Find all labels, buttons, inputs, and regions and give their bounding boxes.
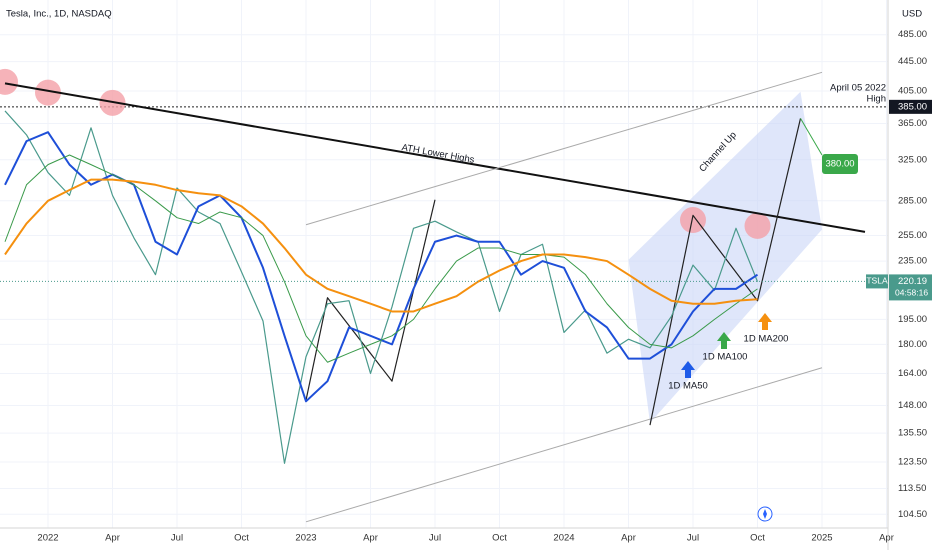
chart-title: Tesla, Inc., 1D, NASDAQ [6, 9, 112, 20]
y-tick-label: 405.00 [898, 86, 927, 97]
series-line [4, 154, 758, 363]
x-tick-label: 2024 [553, 533, 574, 544]
y-tick-label: 235.00 [898, 256, 927, 267]
y-tick-label: 123.50 [898, 457, 927, 468]
last-price-box [889, 274, 932, 301]
y-tick-label: 255.00 [898, 230, 927, 241]
x-tick-label: 2025 [811, 533, 832, 544]
x-tick-label: 2022 [37, 533, 58, 544]
y-tick-label: 113.50 [898, 483, 926, 494]
trend-line [800, 118, 823, 156]
x-tick-label: Oct [750, 533, 765, 544]
x-tick-label: Jul [687, 533, 699, 544]
arrow [758, 313, 772, 330]
annotation: 1D MA200 [744, 334, 789, 345]
x-tick-label: Apr [363, 533, 378, 544]
y-tick-label: 285.00 [898, 195, 927, 206]
annotation: High [866, 94, 886, 105]
trend-line [305, 367, 823, 523]
price-label-box [889, 99, 932, 114]
arrow [681, 361, 695, 378]
trend-line [4, 82, 866, 233]
y-tick-label: 325.00 [898, 154, 927, 165]
grid [0, 0, 888, 528]
high-marker [35, 79, 61, 106]
info-icon-glyph [763, 509, 767, 519]
plot-area [0, 68, 888, 523]
x-tick-label: 2023 [295, 533, 316, 544]
annotation: 1D MA100 [703, 352, 748, 363]
annotation: 1D MA50 [668, 381, 708, 392]
target-box [822, 154, 858, 174]
x-tick-label: Apr [879, 533, 894, 544]
symbol-label: TSLA [866, 276, 888, 286]
symbol-box [866, 274, 888, 289]
high-marker [680, 207, 706, 234]
annotation: April 05 2022 [830, 83, 886, 94]
y-tick-label: 180.00 [898, 339, 927, 350]
y-tick-label: 148.00 [898, 400, 927, 411]
series-line [4, 178, 758, 313]
y-tick-label: 365.00 [898, 118, 927, 129]
y-tick-label: 135.50 [898, 428, 927, 439]
arrow [717, 332, 731, 349]
countdown: 04:58:16 [895, 288, 928, 298]
axes: 485.00 445.00 405.00 365.00 325.00 285.00 255.… [37, 29, 932, 544]
y-tick-label: 445.00 [898, 56, 927, 67]
x-tick-label: Oct [492, 533, 507, 544]
high-marker [0, 68, 18, 95]
y-tick-label: 104.50 [898, 509, 927, 520]
last-price-label: 220.19 [898, 276, 927, 287]
x-tick-label: Jul [171, 533, 183, 544]
y-tick-label: 485.00 [898, 29, 927, 40]
price-label: 385.00 [898, 101, 927, 112]
x-tick-label: Apr [621, 533, 636, 544]
currency: USD [902, 9, 922, 20]
x-tick-label: Apr [105, 533, 120, 544]
high-marker [744, 212, 771, 239]
y-tick-label: 164.00 [898, 368, 927, 379]
x-tick-label: Oct [234, 533, 249, 544]
annotation: 380.00 [825, 159, 854, 170]
trend-line [305, 71, 823, 226]
x-tick-label: Jul [429, 533, 441, 544]
y-tick-label: 195.00 [898, 314, 927, 325]
